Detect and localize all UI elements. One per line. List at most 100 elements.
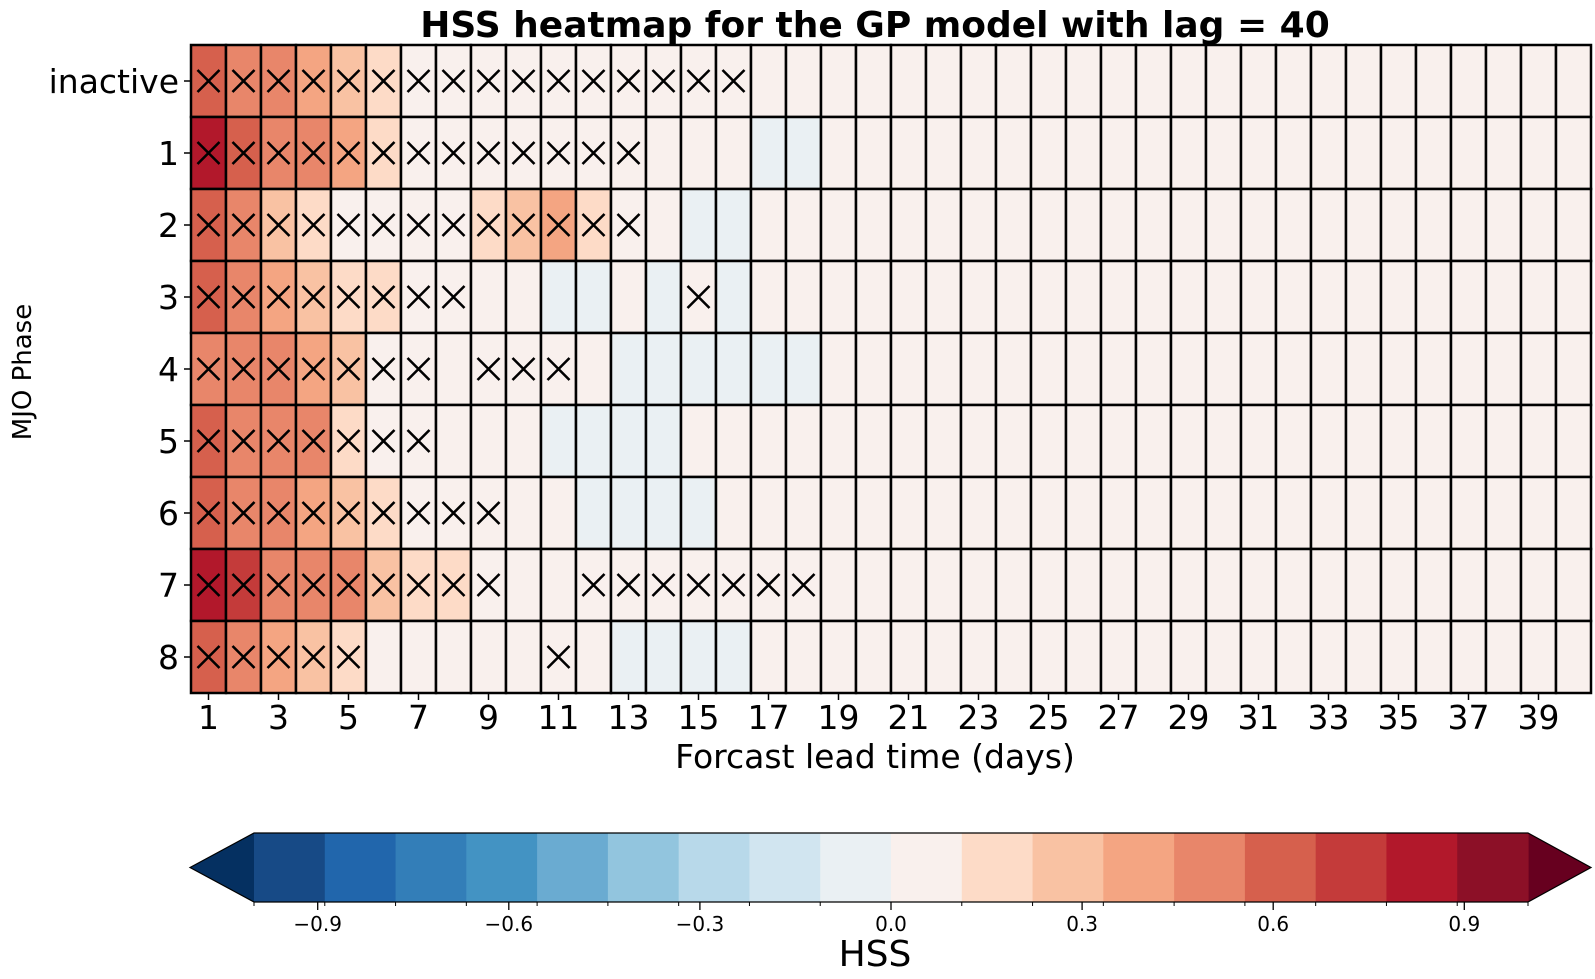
significance-x-mark [336, 645, 361, 669]
significance-x-mark [196, 501, 221, 525]
heatmap-cell [854, 43, 893, 119]
significance-x-mark [406, 573, 431, 597]
heatmap-cell [819, 43, 858, 119]
significance-x-mark [756, 573, 781, 597]
heatmap-cell [1519, 115, 1558, 191]
heatmap-cell [1029, 43, 1068, 119]
heatmap-cell [1519, 619, 1558, 695]
significance-x-mark [266, 501, 291, 525]
heatmap-cell [1099, 43, 1138, 119]
significance-x-mark [371, 213, 396, 237]
heatmap-cell [539, 403, 578, 479]
heatmap-cell [1344, 259, 1383, 335]
significance-x-mark [301, 573, 326, 597]
significance-x-mark [686, 69, 711, 93]
heatmap-cell [1099, 259, 1138, 335]
heatmap-cell [1029, 187, 1068, 263]
x-tick-label: 37 [1448, 698, 1490, 737]
y-axis-label: MJO Phase [8, 304, 38, 440]
x-axis-label: Forcast lead time (days) [675, 737, 1075, 776]
significance-x-mark [406, 429, 431, 453]
x-tick-label: 31 [1238, 698, 1280, 737]
heatmap-cell [1274, 475, 1313, 551]
significance-x-mark [371, 357, 396, 381]
heatmap-cell [819, 115, 858, 191]
heatmap-cell [679, 115, 718, 191]
significance-x-mark [581, 141, 606, 165]
heatmap-cell [749, 403, 788, 479]
heatmap-cell [539, 259, 578, 335]
x-tick-label: 21 [888, 698, 930, 737]
heatmap-cell [1239, 547, 1278, 623]
heatmap-cell [1379, 43, 1418, 119]
heatmap-cell [1344, 547, 1383, 623]
colorbar-bin [961, 833, 1034, 902]
heatmap-cell [994, 187, 1033, 263]
significance-x-mark [511, 141, 536, 165]
heatmap-cell [1274, 259, 1313, 335]
heatmap-cell [924, 115, 963, 191]
significance-x-mark [231, 429, 256, 453]
heatmap-cell [959, 547, 998, 623]
heatmap-cell [1554, 403, 1593, 479]
heatmap-cell [1064, 259, 1103, 335]
significance-x-mark [336, 429, 361, 453]
x-tick-label: 27 [1098, 698, 1140, 737]
significance-x-mark [476, 213, 501, 237]
colorbar-tick-label: −0.3 [676, 912, 725, 936]
significance-x-mark [406, 213, 431, 237]
significance-x-mark [616, 141, 641, 165]
significance-x-mark [616, 69, 641, 93]
heatmap-cell [1379, 475, 1418, 551]
significance-x-mark [266, 141, 291, 165]
heatmap-cell [994, 331, 1033, 407]
significance-x-mark [581, 573, 606, 597]
heatmap-cell [714, 403, 753, 479]
x-tick-label: 11 [538, 698, 580, 737]
heatmap-cell [749, 619, 788, 695]
heatmap-cell [1099, 331, 1138, 407]
heatmap-cell [1449, 547, 1488, 623]
heatmap-cell [1029, 259, 1068, 335]
heatmap-cell [1239, 115, 1278, 191]
heatmap-cell [994, 475, 1033, 551]
heatmap-cell [1414, 619, 1453, 695]
significance-x-mark [441, 69, 466, 93]
heatmap-cell [609, 619, 648, 695]
significance-x-mark [371, 285, 396, 309]
heatmap-cell [1204, 475, 1243, 551]
heatmap-cell [1519, 547, 1558, 623]
heatmap-cell [1379, 115, 1418, 191]
heatmap-cell [609, 475, 648, 551]
heatmap-cell [1239, 187, 1278, 263]
significance-x-mark [371, 573, 396, 597]
heatmap-cell [679, 403, 718, 479]
heatmap-cell [1309, 547, 1348, 623]
heatmap-cell [469, 475, 508, 551]
y-tick-label: 1 [158, 134, 179, 173]
heatmap-cell [1134, 187, 1173, 263]
heatmap-cell [434, 619, 473, 695]
heatmap-cell [399, 619, 438, 695]
heatmap-cell [889, 547, 928, 623]
heatmap-cell [994, 115, 1033, 191]
significance-x-mark [266, 573, 291, 597]
x-tick-label: 33 [1308, 698, 1350, 737]
heatmap-cell [1344, 115, 1383, 191]
heatmap-cell [574, 403, 613, 479]
heatmap-cell [1169, 403, 1208, 479]
heatmap-cells [189, 43, 1593, 695]
significance-x-mark [441, 501, 466, 525]
significance-x-mark [266, 213, 291, 237]
heatmap-cell [1029, 475, 1068, 551]
significance-x-mark [336, 357, 361, 381]
heatmap-cell [1064, 619, 1103, 695]
heatmap-cell [1484, 547, 1523, 623]
colorbar-bin [1174, 833, 1246, 902]
heatmap-cell [854, 403, 893, 479]
significance-x-mark [196, 69, 221, 93]
heatmap-cell [819, 403, 858, 479]
heatmap-cell [1204, 403, 1243, 479]
heatmap-cell [644, 331, 683, 407]
heatmap-cell [959, 259, 998, 335]
